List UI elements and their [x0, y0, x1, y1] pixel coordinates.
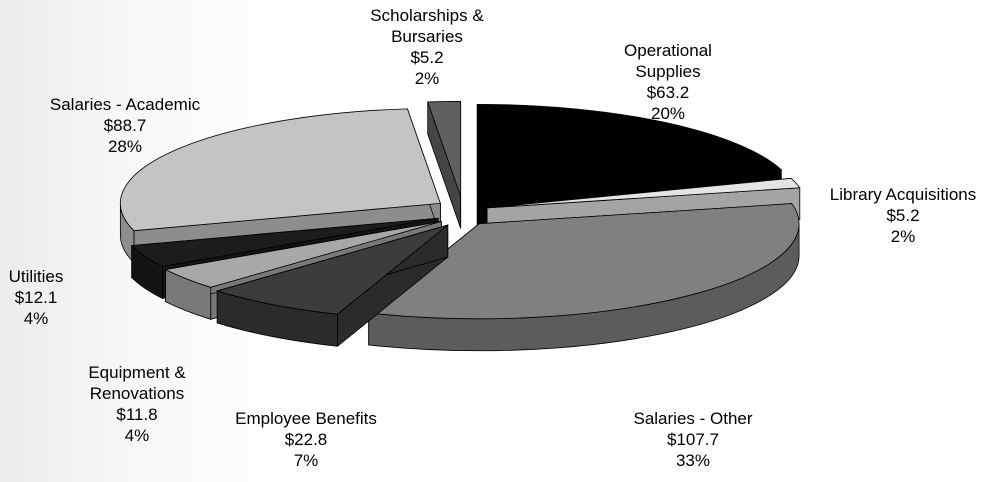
label-name: Library Acquisitions — [829, 185, 977, 204]
label-value: $22.8 — [284, 430, 328, 449]
slice-label: Library Acquisitions $5.2 2% — [830, 184, 976, 247]
slice — [164, 221, 442, 288]
label-value: $5.2 — [886, 206, 920, 225]
label-name: Equipment & Renovations — [88, 363, 186, 403]
slice-label: Salaries - Academic $88.7 28% — [50, 94, 200, 157]
slice-label: Salaries - Other $107.7 33% — [633, 408, 752, 471]
slice — [427, 101, 462, 197]
label-name: Salaries - Academic — [49, 95, 201, 114]
label-value: $107.7 — [666, 430, 719, 449]
slice-group — [215, 224, 449, 348]
label-name: Employee Benefits — [235, 409, 377, 428]
slice-label: Employee Benefits $22.8 7% — [235, 408, 377, 471]
label-name: Scholarships & Bursaries — [370, 6, 484, 46]
label-value: $63.2 — [646, 83, 690, 102]
slice-label: Utilities $12.1 4% — [9, 266, 64, 329]
label-value: $88.7 — [103, 116, 147, 135]
label-percent: 28% — [107, 137, 143, 156]
label-name: Salaries - Other — [633, 409, 753, 428]
slice-group — [427, 101, 462, 229]
label-value: $12.1 — [14, 288, 58, 307]
slice — [130, 217, 439, 267]
label-name: Utilities — [8, 267, 64, 286]
label-percent: 20% — [650, 104, 686, 123]
label-percent: 4% — [124, 426, 150, 445]
slice-group — [367, 203, 800, 352]
label-name: Operational Supplies — [624, 41, 712, 81]
slice-label: Equipment & Renovations $11.8 4% — [77, 362, 197, 446]
slice — [119, 108, 441, 232]
label-percent: 2% — [890, 227, 916, 246]
slice — [476, 103, 783, 200]
slice — [215, 224, 449, 315]
label-value: $11.8 — [116, 405, 158, 424]
slice — [487, 177, 801, 209]
label-percent: 4% — [23, 309, 49, 328]
label-percent: 7% — [293, 451, 319, 470]
label-percent: 2% — [414, 69, 440, 88]
label-value: $5.2 — [410, 48, 444, 67]
slice-label: Operational Supplies $63.2 20% — [613, 40, 723, 124]
label-percent: 33% — [675, 451, 711, 470]
slice-label: Scholarships & Bursaries $5.2 2% — [360, 5, 495, 89]
slice — [367, 203, 800, 320]
